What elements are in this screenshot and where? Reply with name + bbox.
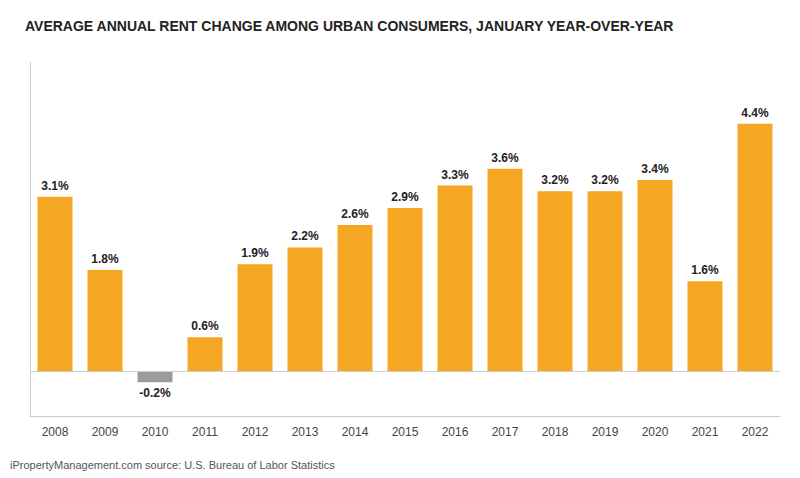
svg-text:2016: 2016 (442, 425, 469, 439)
svg-text:iPropertyManagement.com source: iPropertyManagement.com source: U.S. Bur… (10, 459, 335, 471)
svg-text:2.2%: 2.2% (291, 229, 319, 243)
svg-text:2017: 2017 (492, 425, 519, 439)
svg-text:2.9%: 2.9% (391, 190, 419, 204)
svg-text:2022: 2022 (742, 425, 769, 439)
svg-text:1.6%: 1.6% (691, 263, 719, 277)
svg-text:AVERAGE ANNUAL RENT CHANGE AMO: AVERAGE ANNUAL RENT CHANGE AMONG URBAN C… (25, 18, 673, 34)
svg-text:2021: 2021 (692, 425, 719, 439)
svg-text:1.9%: 1.9% (241, 246, 269, 260)
svg-text:2015: 2015 (392, 425, 419, 439)
svg-text:3.3%: 3.3% (441, 168, 469, 182)
svg-text:4.4%: 4.4% (741, 106, 769, 120)
svg-text:3.6%: 3.6% (491, 151, 519, 165)
svg-text:2018: 2018 (542, 425, 569, 439)
svg-text:2009: 2009 (92, 425, 119, 439)
svg-text:3.2%: 3.2% (541, 173, 569, 187)
svg-text:1.8%: 1.8% (91, 252, 119, 266)
svg-text:2012: 2012 (242, 425, 269, 439)
svg-text:3.4%: 3.4% (641, 162, 669, 176)
svg-text:2019: 2019 (592, 425, 619, 439)
svg-text:2013: 2013 (292, 425, 319, 439)
svg-text:2010: 2010 (142, 425, 169, 439)
svg-text:2020: 2020 (642, 425, 669, 439)
svg-text:0.6%: 0.6% (191, 319, 219, 333)
svg-text:2011: 2011 (192, 425, 218, 439)
svg-text:2008: 2008 (42, 425, 69, 439)
svg-text:2014: 2014 (342, 425, 369, 439)
svg-text:3.2%: 3.2% (591, 173, 619, 187)
svg-text:3.1%: 3.1% (41, 179, 69, 193)
svg-text:-0.2%: -0.2% (139, 386, 171, 400)
svg-text:2.6%: 2.6% (341, 207, 369, 221)
